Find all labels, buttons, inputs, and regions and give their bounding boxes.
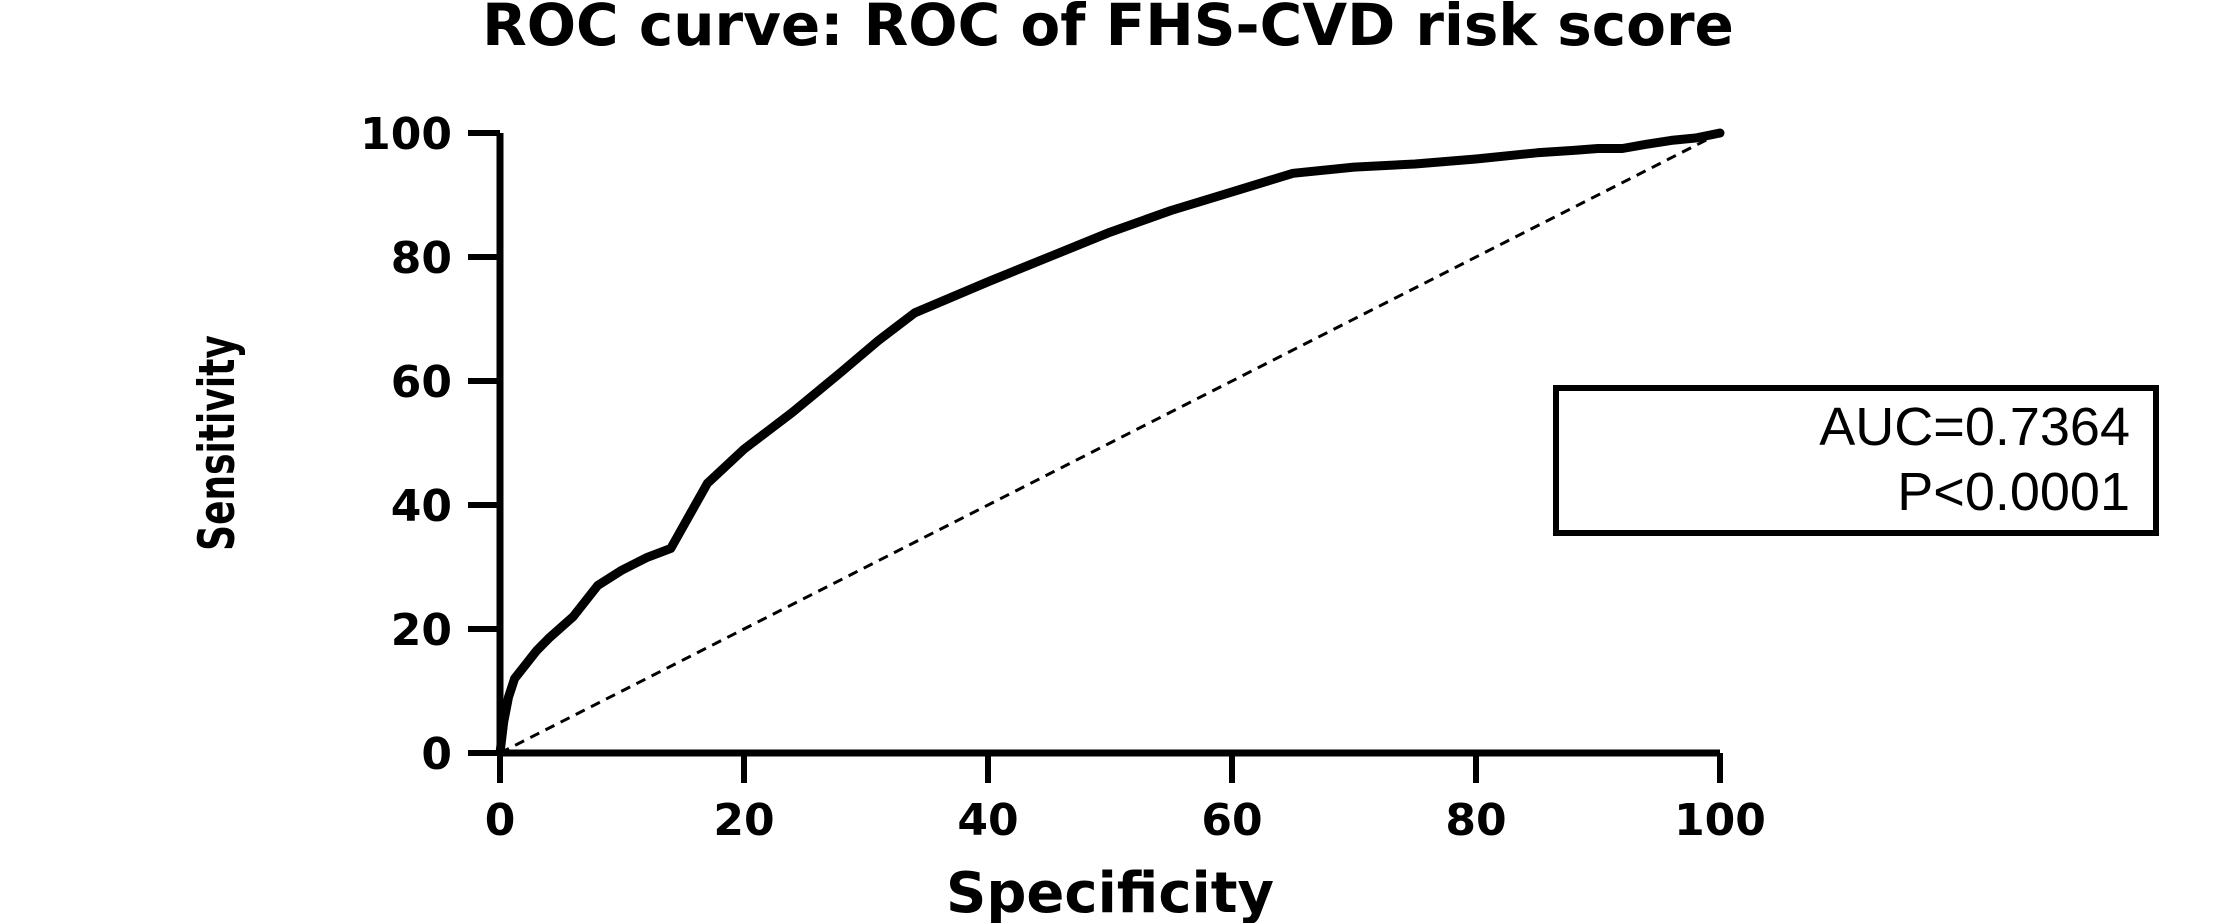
y-tick-label: 20 <box>391 605 452 656</box>
plot-lines <box>495 128 1725 758</box>
x-tick-label: 80 <box>1445 795 1506 846</box>
y-tick-label: 60 <box>391 357 452 408</box>
y-axis-label: Sensitivity <box>189 335 246 551</box>
axes <box>496 133 1720 757</box>
x-tick-label: 0 <box>485 795 516 846</box>
y-tick-label: 80 <box>391 233 452 284</box>
x-tick-label: 100 <box>1674 795 1766 846</box>
y-tick-label: 0 <box>421 729 452 780</box>
reference-diagonal-line <box>499 131 1721 755</box>
roc-curve-line <box>495 128 1725 758</box>
auc-value-text: AUC=0.7364 <box>1819 397 2130 457</box>
chart-title: ROC curve: ROC of FHS-CVD risk score <box>482 0 1734 59</box>
x-tick-label: 60 <box>1201 795 1262 846</box>
y-tick-label: 40 <box>391 481 452 532</box>
x-ticks: 0 20 40 60 80 100 <box>485 753 1766 846</box>
y-ticks: 0 20 40 60 80 100 <box>360 109 500 780</box>
x-tick-label: 40 <box>957 795 1018 846</box>
y-tick-label: 100 <box>360 109 452 160</box>
auc-annotation-box: AUC=0.7364 P<0.0001 <box>1553 385 2159 536</box>
x-tick-label: 20 <box>713 795 774 846</box>
x-axis-label: Specificity <box>946 861 1274 923</box>
p-value-text: P<0.0001 <box>1897 462 2130 522</box>
annotation-frame <box>1553 385 2159 536</box>
